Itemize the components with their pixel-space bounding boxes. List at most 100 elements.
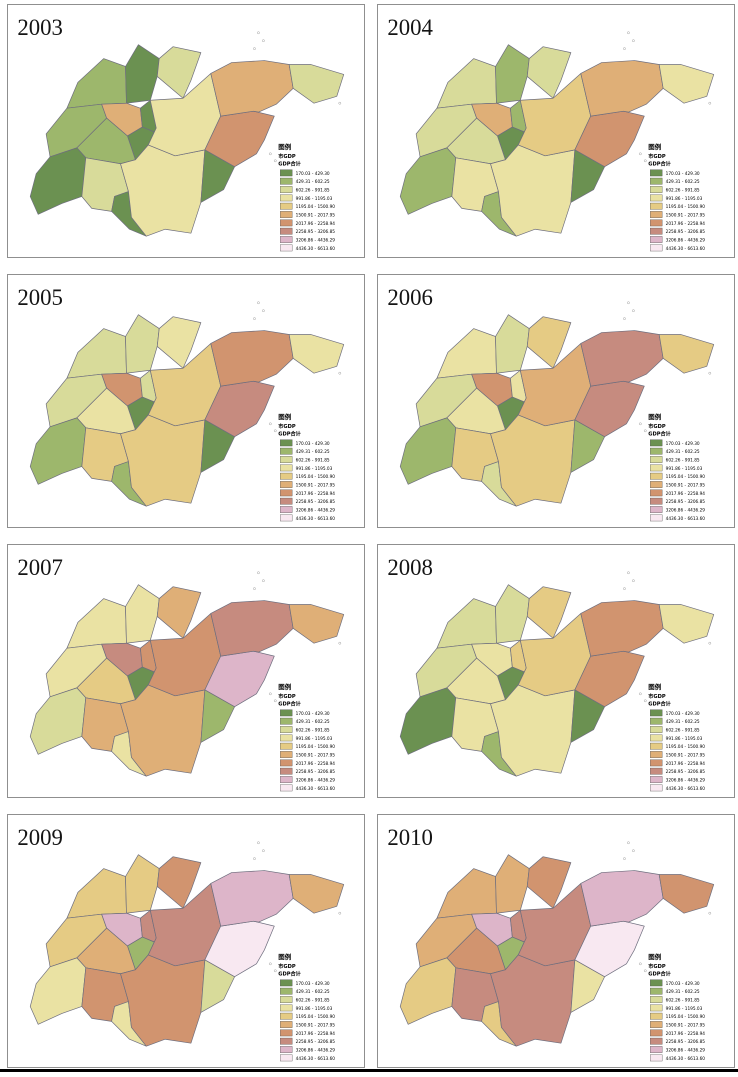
- legend-swatch: [280, 447, 293, 455]
- legend-range-label: 991.86 - 1195.03: [666, 736, 703, 742]
- map-panel-2004: 2004 图例 市GDP GDP合计 170.03 - 429.30 429.31 - 6…: [377, 4, 735, 258]
- legend-swatch: [650, 227, 663, 235]
- island-speck: [262, 849, 265, 853]
- island-speck: [623, 317, 626, 320]
- region-weihai: [288, 64, 345, 104]
- legend-range-label: 991.86 - 1195.03: [296, 1006, 333, 1012]
- legend-title: 图例: [278, 952, 291, 961]
- legend-range-label: 3206.86 - 4436.29: [666, 508, 706, 514]
- legend-range-label: 4436.30 - 6613.60: [296, 786, 336, 792]
- legend-layer-name: 市GDP: [278, 422, 296, 430]
- legend-swatch: [280, 1037, 293, 1045]
- legend-range-label: 1500.91 - 2017.95: [666, 1023, 706, 1029]
- legend-range-label: 3206.86 - 4436.29: [666, 1048, 706, 1054]
- legend-swatch: [280, 186, 293, 193]
- year-label: 2010: [387, 825, 433, 850]
- island-speck: [623, 857, 626, 860]
- legend-field-name: GDP合计: [648, 970, 671, 978]
- legend-title: 图例: [278, 412, 291, 421]
- legend-range-label: 4436.30 - 6613.60: [296, 1056, 336, 1062]
- legend-swatch: [280, 514, 293, 522]
- legend-swatch: [650, 447, 663, 455]
- legend-title: 图例: [278, 142, 291, 151]
- legend-swatch: [650, 202, 663, 210]
- region-linyi: [490, 684, 576, 777]
- legend-range-label: 1500.91 - 2017.95: [296, 1023, 336, 1029]
- region-yantai: [580, 60, 664, 117]
- island-speck: [269, 962, 272, 966]
- region-dongying: [156, 46, 202, 99]
- legend-range-label: 3206.86 - 4436.29: [296, 238, 336, 244]
- island-speck: [338, 641, 342, 645]
- region-weihai: [658, 64, 715, 104]
- legend-swatch: [280, 996, 293, 1003]
- legend-swatch: [650, 1046, 663, 1053]
- legend-swatch: [280, 497, 293, 505]
- legend-swatch: [650, 177, 663, 185]
- region-binzhou: [495, 314, 530, 374]
- legend-swatch: [650, 464, 663, 472]
- legend-swatch: [650, 244, 663, 252]
- map-panel-2009: 2009 图例 市GDP GDP合计 170.03 - 429.30 429.31 - 6…: [7, 814, 365, 1068]
- region-dongying: [156, 586, 202, 639]
- legend-field-name: GDP合计: [278, 700, 301, 708]
- legend-layer-name: 市GDP: [278, 692, 296, 700]
- legend-range-label: 1195.04 - 1500.90: [666, 1014, 706, 1020]
- legend-range-label: 1500.91 - 2017.95: [666, 483, 706, 489]
- legend-range-label: 602.26 - 991.85: [296, 188, 330, 194]
- region-yantai: [580, 600, 664, 657]
- legend-swatch: [650, 194, 663, 202]
- legend-range-label: 170.03 - 429.30: [296, 711, 330, 717]
- region-dezhou: [436, 868, 497, 919]
- legend-range-label: 602.26 - 991.85: [666, 188, 700, 194]
- island-speck: [257, 571, 260, 575]
- map-panel-2003: 2003 图例 市GDP GDP合计 170.03 - 429.30 429.31 - 6…: [7, 4, 365, 258]
- legend-range-label: 991.86 - 1195.03: [666, 1006, 703, 1012]
- legend-range-label: 2017.96 - 2258.94: [666, 761, 706, 767]
- region-heze: [399, 147, 457, 215]
- island-speck: [338, 911, 342, 915]
- legend-range-label: 429.31 - 602.25: [666, 989, 700, 995]
- region-yantai: [210, 870, 294, 927]
- legend-field-name: GDP合计: [648, 160, 671, 168]
- region-weihai: [658, 874, 715, 914]
- map-panel-2008: 2008 图例 市GDP GDP合计 170.03 - 429.30 429.31 - 6…: [377, 544, 735, 798]
- year-label: 2003: [17, 15, 63, 40]
- region-dongying: [156, 316, 202, 369]
- legend-swatch: [650, 1012, 663, 1020]
- legend-range-label: 2017.96 - 2258.94: [296, 491, 336, 497]
- island-speck: [632, 39, 635, 43]
- legend-swatch: [280, 211, 293, 218]
- island-speck: [632, 579, 635, 583]
- region-heze: [29, 417, 87, 485]
- legend-swatch: [280, 767, 293, 775]
- legend-range-label: 4436.30 - 6613.60: [666, 516, 706, 522]
- legend-swatch: [650, 1004, 663, 1012]
- legend-range-label: 602.26 - 991.85: [666, 998, 700, 1004]
- legend-range-label: 2258.95 - 3206.85: [296, 1039, 336, 1045]
- legend-range-label: 991.86 - 1195.03: [666, 466, 703, 472]
- legend-layer-name: 市GDP: [648, 962, 666, 970]
- legend-range-label: 170.03 - 429.30: [666, 171, 700, 177]
- region-weihai: [288, 604, 345, 644]
- legend-title: 图例: [648, 952, 661, 961]
- island-speck: [274, 699, 277, 703]
- region-dongying: [156, 856, 202, 909]
- legend-range-label: 2258.95 - 3206.85: [666, 499, 706, 505]
- region-dezhou: [66, 328, 127, 379]
- legend-range-label: 1195.04 - 1500.90: [296, 744, 336, 750]
- legend-range-label: 170.03 - 429.30: [296, 441, 330, 447]
- legend-range-label: 2017.96 - 2258.94: [666, 491, 706, 497]
- legend-range-label: 429.31 - 602.25: [296, 449, 330, 455]
- legend-layer-name: 市GDP: [648, 152, 666, 160]
- region-heze: [399, 417, 457, 485]
- legend-layer-name: 市GDP: [648, 692, 666, 700]
- legend-range-label: 1500.91 - 2017.95: [666, 213, 706, 219]
